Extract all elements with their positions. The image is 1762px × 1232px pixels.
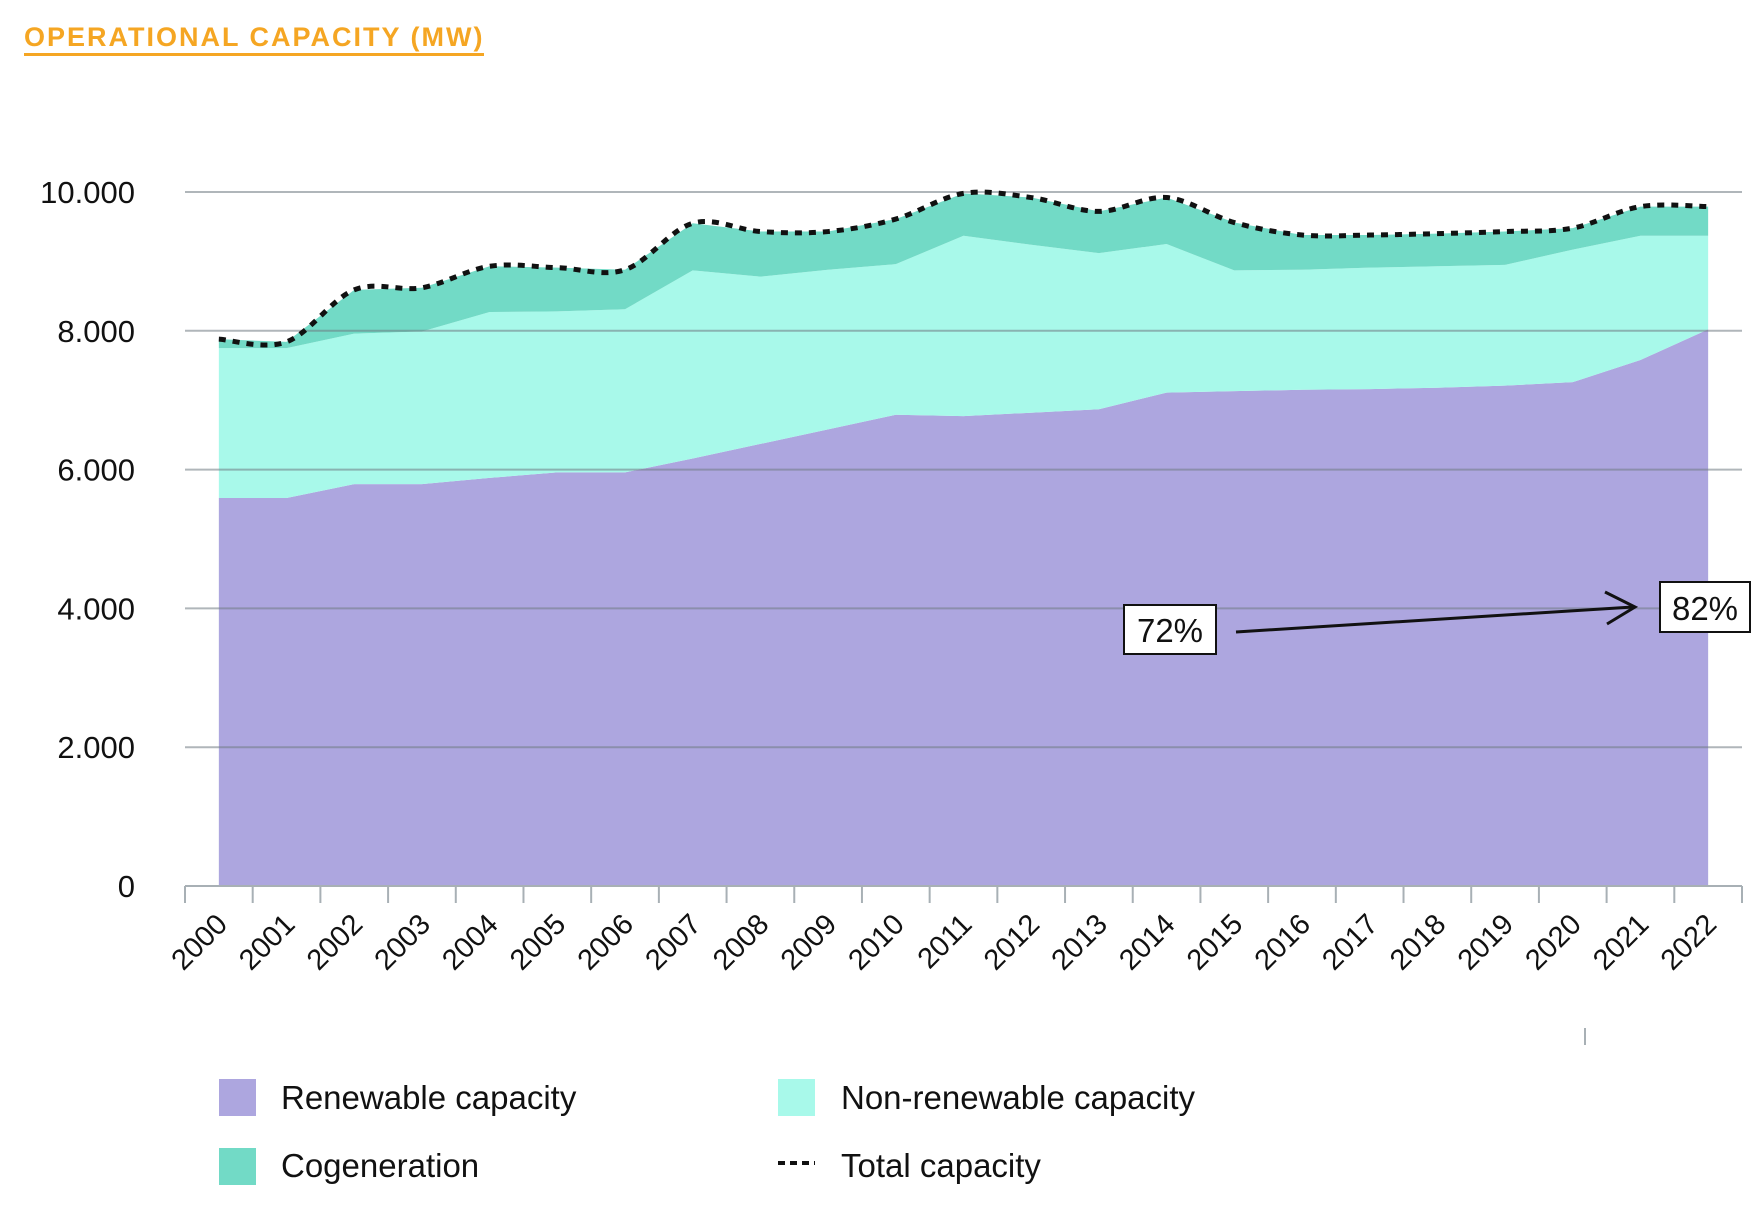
- x-tick-label: 2000: [166, 908, 234, 976]
- x-tick-label: 2018: [1384, 908, 1452, 976]
- x-tick-label: 2008: [707, 908, 775, 976]
- legend-label-renewable: Renewable capacity: [281, 1079, 577, 1116]
- legend-swatch-renewable: [219, 1079, 256, 1116]
- x-tick-label: 2012: [978, 908, 1046, 976]
- x-tick-label: 2001: [233, 908, 301, 976]
- x-tick-label: 2015: [1181, 908, 1249, 976]
- chart-title: OPERATIONAL CAPACITY (MW): [24, 22, 485, 56]
- arrow-head-icon: [1604, 590, 1639, 626]
- annotation-72-label: 72%: [1137, 612, 1203, 649]
- y-tick-label: 8.000: [57, 314, 135, 349]
- x-tick-label: 2006: [572, 908, 640, 976]
- x-tick-label: 2007: [639, 908, 707, 976]
- x-tick-label: 2022: [1655, 908, 1723, 976]
- x-tick-label: 2009: [775, 908, 843, 976]
- x-tick-label: 2017: [1316, 908, 1384, 976]
- x-tick-label: 2020: [1519, 908, 1587, 976]
- x-axis-labels: 2000 2001 2002 2003 2004 2005 2006 2007 2008 2009…: [166, 908, 1724, 976]
- x-tick-label: 2003: [369, 908, 437, 976]
- annotation-82-box: [1659, 581, 1751, 633]
- y-axis-labels: 0 2.000 4.000 6.000 8.000 10.000: [40, 175, 135, 904]
- x-tick-label: 2013: [1046, 908, 1114, 976]
- y-tick-label: 0: [118, 869, 135, 904]
- area-cogeneration: [218, 193, 1709, 349]
- y-tick-label: 6.000: [57, 453, 135, 488]
- x-tick-label: 2021: [1587, 908, 1655, 976]
- x-tick-label: 2010: [843, 908, 911, 976]
- legend-label-cogeneration: Cogeneration: [281, 1147, 479, 1184]
- x-tick-label: 2014: [1113, 908, 1181, 976]
- legend: Renewable capacity Non-renewable capacit…: [219, 1079, 1196, 1185]
- areas-layer: [218, 193, 1709, 886]
- total-line-layer: [218, 189, 1709, 348]
- y-tick-label: 4.000: [57, 591, 135, 626]
- total-capacity-line: [218, 189, 1709, 348]
- legend-label-total: Total capacity: [841, 1147, 1041, 1184]
- annotations: 72% 82%: [1123, 581, 1751, 1045]
- y-tick-label: 2.000: [57, 730, 135, 765]
- legend-swatch-non-renewable: [778, 1079, 815, 1116]
- x-tick-label: 2011: [912, 908, 979, 975]
- annotation-82-label: 82%: [1672, 590, 1738, 627]
- x-tick-label: 2019: [1452, 908, 1520, 976]
- x-tick-label: 2002: [301, 908, 369, 976]
- legend-label-non-renewable: Non-renewable capacity: [841, 1079, 1196, 1116]
- legend-swatch-cogeneration: [219, 1148, 256, 1185]
- y-tick-label: 10.000: [40, 175, 135, 210]
- x-tick-label: 2016: [1249, 908, 1317, 976]
- gridlines: [185, 191, 1742, 749]
- x-axis: [184, 885, 1743, 903]
- x-tick-label: 2005: [504, 908, 572, 976]
- trend-arrow: [1235, 605, 1634, 634]
- x-tick-label: 2004: [436, 908, 504, 976]
- annotation-72-box: [1123, 604, 1217, 655]
- area-non-renewable: [218, 235, 1709, 499]
